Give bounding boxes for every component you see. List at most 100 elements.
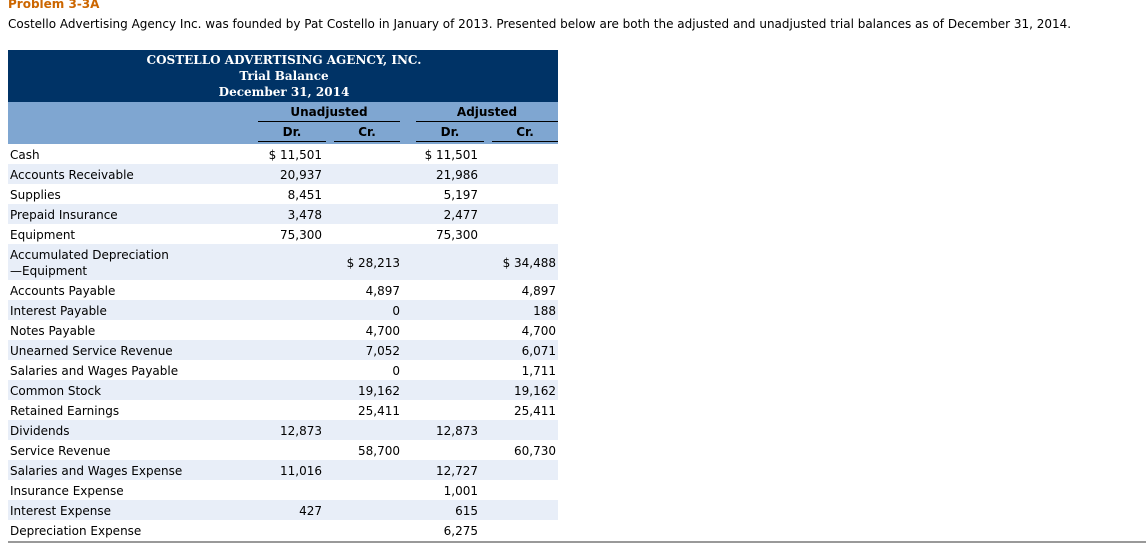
account-name-line: Salaries and Wages Payable	[10, 364, 179, 378]
account-name-line: Retained Earnings	[10, 404, 120, 418]
account-name-line: Insurance Expense	[10, 484, 124, 498]
account-name-line: Interest Expense	[10, 504, 111, 518]
unadjusted-debit-value: 11,016	[280, 464, 322, 478]
account-name: Prepaid Insurance	[10, 207, 118, 223]
unadjusted-credit-value: $ 28,213	[346, 256, 400, 270]
table-row: Supplies 8,451 5,197	[8, 184, 558, 204]
adjusted-credit-value: 1,711	[521, 364, 556, 378]
adjusted-debit-value: 21,986	[436, 168, 478, 182]
table-row: Unearned Service Revenue 7,052 6,071	[8, 340, 558, 360]
table-row: Insurance Expense 1,001	[8, 480, 558, 500]
adjusted-debit-value: 6,275	[443, 524, 478, 538]
table-row: Accounts Payable 4,897 4,897	[8, 280, 558, 300]
table-row: Interest Payable 0 188	[8, 300, 558, 320]
column-headers: Unadjusted Adjusted Dr. Cr. Dr. Cr.	[8, 102, 558, 144]
adjusted-debit-value: 12,727	[436, 464, 478, 478]
unadjusted-debit-value: 8,451	[287, 188, 322, 202]
table-row: Accumulated Depreciation —Equipment $ 28,2…	[8, 244, 558, 280]
account-name: Salaries and Wages Payable	[10, 363, 178, 379]
table-row: Dividends 12,873 12,873	[8, 420, 558, 440]
table-row: Accounts Receivable 20,937 21,986	[8, 164, 558, 184]
table-row: Interest Expense 427 615	[8, 500, 558, 520]
account-name-line: Unearned Service Revenue	[10, 344, 173, 358]
table-row: Depreciation Expense 6,275	[8, 520, 558, 540]
account-name-line: Common Stock	[10, 384, 102, 398]
account-name: Equipment	[10, 227, 75, 243]
account-name: Unearned Service Revenue	[10, 343, 173, 359]
unadjusted-debit-value: 3,478	[287, 208, 322, 222]
account-name-line: Accounts Receivable	[10, 168, 134, 182]
unadjusted-debit-value: 75,300	[280, 228, 322, 242]
account-name: Depreciation Expense	[10, 523, 141, 539]
adjusted-credit-value: 6,071	[521, 344, 556, 358]
trial-balance-header: COSTELLO ADVERTISING AGENCY, INC. Trial …	[8, 50, 558, 102]
account-name-line: Cash	[10, 148, 40, 162]
unadjusted-credit-value: 4,897	[365, 284, 400, 298]
account-name: Dividends	[10, 423, 69, 439]
adjusted-credit-value: 4,897	[521, 284, 556, 298]
problem-intro: Costello Advertising Agency Inc. was fou…	[8, 17, 1072, 31]
group-adjusted: Adjusted	[416, 104, 558, 122]
adjusted-debit-value: 615	[455, 504, 478, 518]
account-name-line: Salaries and Wages Expense	[10, 464, 183, 478]
account-name-line: Accumulated Depreciation	[10, 248, 169, 262]
account-name: Accumulated Depreciation —Equipment	[10, 247, 169, 279]
group-unadjusted: Unadjusted	[258, 104, 400, 122]
unadjusted-cr-header: Cr.	[334, 124, 400, 142]
adjusted-dr-header: Dr.	[416, 124, 484, 142]
unadjusted-credit-value: 0	[392, 364, 400, 378]
account-name: Interest Payable	[10, 303, 107, 319]
unadjusted-credit-value: 19,162	[358, 384, 400, 398]
account-name-line: Supplies	[10, 188, 61, 202]
trial-balance-table: COSTELLO ADVERTISING AGENCY, INC. Trial …	[8, 50, 558, 540]
unadjusted-debit-value: 20,937	[280, 168, 322, 182]
statement-name: Trial Balance	[239, 69, 329, 83]
account-name: Insurance Expense	[10, 483, 124, 499]
account-name-line: Depreciation Expense	[10, 524, 142, 538]
table-row: Service Revenue 58,700 60,730	[8, 440, 558, 460]
account-name-line: Service Revenue	[10, 444, 111, 458]
adjusted-credit-value: 4,700	[521, 324, 556, 338]
unadjusted-debit-value: 12,873	[280, 424, 322, 438]
table-row: Retained Earnings 25,411 25,411	[8, 400, 558, 420]
adjusted-debit-value: 12,873	[436, 424, 478, 438]
account-name: Retained Earnings	[10, 403, 119, 419]
account-name: Interest Expense	[10, 503, 111, 519]
account-name-line: Accounts Payable	[10, 284, 116, 298]
account-name: Accounts Receivable	[10, 167, 134, 183]
unadjusted-dr-header: Dr.	[258, 124, 326, 142]
bottom-border	[8, 541, 1146, 543]
adjusted-cr-header: Cr.	[492, 124, 558, 142]
table-row: Common Stock 19,162 19,162	[8, 380, 558, 400]
account-name: Supplies	[10, 187, 61, 203]
trial-balance-rows: Cash $ 11,501 $ 11,501 Accounts Receivable 2…	[8, 144, 558, 540]
adjusted-debit-value: 75,300	[436, 228, 478, 242]
unadjusted-credit-value: 58,700	[358, 444, 400, 458]
adjusted-debit-value: 1,001	[443, 484, 478, 498]
adjusted-credit-value: 188	[533, 304, 556, 318]
adjusted-debit-value: 2,477	[443, 208, 478, 222]
account-name-line: Equipment	[10, 228, 76, 242]
unadjusted-credit-value: 25,411	[358, 404, 400, 418]
unadjusted-debit-value: 427	[299, 504, 322, 518]
company-name: COSTELLO ADVERTISING AGENCY, INC.	[146, 53, 422, 67]
account-name-line: Notes Payable	[10, 324, 96, 338]
table-row: Salaries and Wages Payable 0 1,711	[8, 360, 558, 380]
adjusted-debit-value: $ 11,501	[424, 148, 478, 162]
account-name-line: Prepaid Insurance	[10, 208, 118, 222]
table-row: Equipment 75,300 75,300	[8, 224, 558, 244]
table-row: Salaries and Wages Expense 11,016 12,727	[8, 460, 558, 480]
table-row: Prepaid Insurance 3,478 2,477	[8, 204, 558, 224]
table-row: Notes Payable 4,700 4,700	[8, 320, 558, 340]
adjusted-credit-value: $ 34,488	[502, 256, 556, 270]
account-name-line: —Equipment	[10, 264, 88, 278]
account-name: Common Stock	[10, 383, 101, 399]
unadjusted-debit-value: $ 11,501	[268, 148, 322, 162]
adjusted-credit-value: 60,730	[514, 444, 556, 458]
table-row: Cash $ 11,501 $ 11,501	[8, 144, 558, 164]
account-name: Salaries and Wages Expense	[10, 463, 182, 479]
adjusted-credit-value: 25,411	[514, 404, 556, 418]
adjusted-debit-value: 5,197	[443, 188, 478, 202]
unadjusted-credit-value: 4,700	[365, 324, 400, 338]
account-name-line: Interest Payable	[10, 304, 107, 318]
